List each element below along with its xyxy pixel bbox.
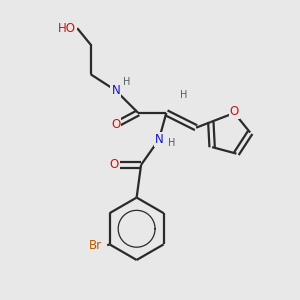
Text: O: O [110, 158, 119, 171]
Text: O: O [111, 118, 120, 131]
Text: HO: HO [58, 22, 76, 34]
Text: O: O [230, 105, 239, 118]
Text: N: N [111, 84, 120, 97]
Text: H: H [123, 77, 131, 87]
Text: N: N [154, 133, 163, 146]
Text: Br: Br [89, 239, 102, 252]
Text: H: H [181, 90, 188, 100]
Text: H: H [168, 138, 175, 148]
